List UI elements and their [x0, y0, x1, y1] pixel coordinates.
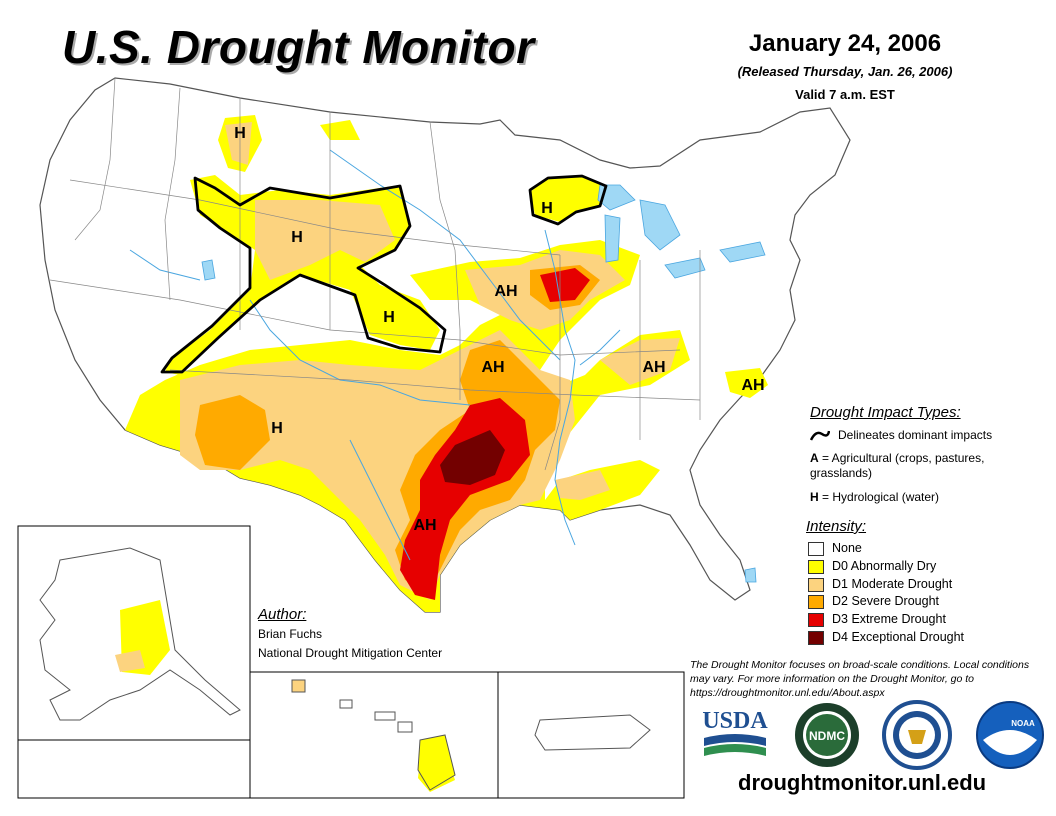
- inset-frames: [17, 525, 685, 799]
- legend-d0: D0 Abnormally Dry: [832, 559, 937, 573]
- map-label: H: [234, 125, 246, 142]
- swatch-d4: [808, 631, 824, 645]
- map-label: H: [291, 229, 303, 246]
- ndmc-logo-text: NDMC: [809, 729, 845, 743]
- swatch-d0: [808, 560, 824, 574]
- map-label: AH: [481, 359, 504, 376]
- impact-a-label: = Agricultural (crops, pastures, grassla…: [810, 451, 985, 480]
- swatch-d2: [808, 595, 824, 609]
- impact-a-key: A: [810, 451, 819, 465]
- noaa-logo-text: NOAA: [1011, 719, 1035, 728]
- noaa-logo: NOAA: [976, 701, 1044, 769]
- legend-d4: D4 Exceptional Drought: [832, 630, 965, 644]
- author-organization: National Drought Mitigation Center: [258, 646, 443, 660]
- map-label: AH: [741, 377, 764, 394]
- map-label: AH: [413, 517, 436, 534]
- release-date: (Released Thursday, Jan. 26, 2006): [737, 64, 953, 79]
- ndmc-logo: NDMC: [793, 701, 861, 769]
- impact-line-label: Delineates dominant impacts: [838, 428, 993, 442]
- swatch-d3: [808, 613, 824, 627]
- usda-logo-text: USDA: [702, 708, 768, 734]
- impact-h-label: = Hydrological (water): [818, 490, 940, 504]
- commerce-seal: [882, 700, 952, 770]
- map-label: H: [541, 200, 553, 217]
- puerto-rico-inset: [534, 714, 651, 751]
- intensity-legend-heading: Intensity:: [806, 518, 867, 535]
- disclaimer-note: The Drought Monitor focuses on broad-sca…: [690, 659, 1030, 699]
- author-name: Brian Fuchs: [258, 627, 323, 641]
- map-label: AH: [494, 283, 517, 300]
- state-boundaries: [49, 77, 701, 471]
- hawaii-inset: [291, 679, 456, 791]
- map-label: AH: [642, 359, 665, 376]
- map-labels: H H H H AH AH AH AH H AH: [234, 125, 764, 534]
- map-date: January 24, 2006: [748, 30, 942, 57]
- swatch-d1: [808, 578, 824, 592]
- d4-area: [440, 430, 505, 485]
- valid-time: Valid 7 a.m. EST: [795, 87, 895, 102]
- swatch-none: [808, 542, 824, 556]
- website-url[interactable]: droughtmonitor.unl.edu: [738, 770, 987, 795]
- legend-d2: D2 Severe Drought: [832, 594, 940, 608]
- impact-agricultural: A = Agricultural (crops, pastures, grass…: [810, 451, 1010, 481]
- map-label: H: [383, 309, 395, 326]
- usda-logo: USDA: [702, 708, 768, 756]
- impact-boundaries: [160, 174, 608, 374]
- impact-legend-heading: Drought Impact Types:: [810, 404, 961, 421]
- legend-d3: D3 Extreme Drought: [832, 612, 946, 626]
- impact-hydrological: H = Hydrological (water): [810, 490, 939, 504]
- legend-d1: D1 Moderate Drought: [832, 577, 953, 591]
- impact-h-key: H: [810, 490, 819, 504]
- author-heading: Author:: [258, 606, 307, 623]
- impact-line-icon: [810, 430, 830, 441]
- map-label: H: [271, 420, 283, 437]
- legend-none: None: [832, 541, 862, 555]
- rivers: [129, 149, 621, 561]
- water-bodies: [201, 184, 766, 583]
- page-title: U.S. Drought Monitor: [62, 21, 535, 73]
